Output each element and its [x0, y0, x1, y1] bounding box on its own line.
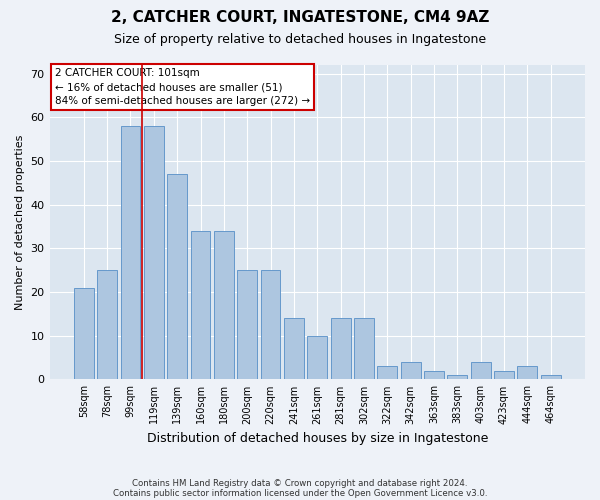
- Bar: [167, 174, 187, 380]
- Y-axis label: Number of detached properties: Number of detached properties: [15, 134, 25, 310]
- Bar: [331, 318, 350, 380]
- Bar: [97, 270, 117, 380]
- Bar: [214, 231, 234, 380]
- Bar: [424, 370, 444, 380]
- Bar: [494, 370, 514, 380]
- Bar: [471, 362, 491, 380]
- Bar: [260, 270, 280, 380]
- Bar: [517, 366, 538, 380]
- Bar: [307, 336, 327, 380]
- Text: 2, CATCHER COURT, INGATESTONE, CM4 9AZ: 2, CATCHER COURT, INGATESTONE, CM4 9AZ: [111, 10, 489, 25]
- Bar: [191, 231, 211, 380]
- Bar: [144, 126, 164, 380]
- Bar: [541, 375, 560, 380]
- Bar: [377, 366, 397, 380]
- Bar: [121, 126, 140, 380]
- Bar: [401, 362, 421, 380]
- Bar: [354, 318, 374, 380]
- Text: Size of property relative to detached houses in Ingatestone: Size of property relative to detached ho…: [114, 32, 486, 46]
- Bar: [448, 375, 467, 380]
- Bar: [238, 270, 257, 380]
- Text: Contains HM Land Registry data © Crown copyright and database right 2024.: Contains HM Land Registry data © Crown c…: [132, 478, 468, 488]
- Text: Contains public sector information licensed under the Open Government Licence v3: Contains public sector information licen…: [113, 488, 487, 498]
- X-axis label: Distribution of detached houses by size in Ingatestone: Distribution of detached houses by size …: [146, 432, 488, 445]
- Bar: [74, 288, 94, 380]
- Text: 2 CATCHER COURT: 101sqm
← 16% of detached houses are smaller (51)
84% of semi-de: 2 CATCHER COURT: 101sqm ← 16% of detache…: [55, 68, 310, 106]
- Bar: [284, 318, 304, 380]
